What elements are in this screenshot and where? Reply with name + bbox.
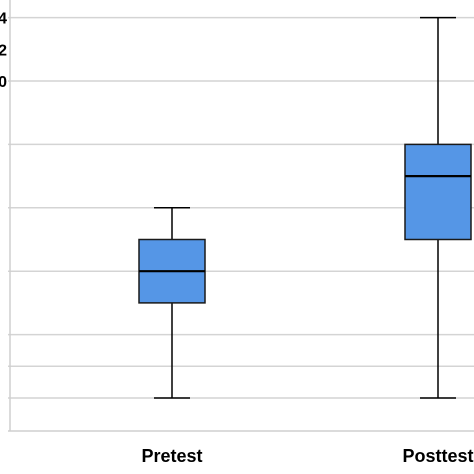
iqr-box	[404, 143, 472, 241]
box-pretest	[138, 207, 206, 399]
y-tick-label: 4	[0, 11, 7, 28]
x-category-label: Posttest	[402, 446, 473, 466]
y-tick-label: 0	[0, 74, 7, 91]
x-category-label: Pretest	[141, 446, 202, 466]
y-axis-tick-labels: 4 2 0	[0, 11, 7, 91]
box-posttest	[404, 16, 472, 399]
boxes	[138, 16, 472, 399]
y-tick-label: 2	[0, 42, 7, 59]
gridlines	[8, 16, 474, 399]
x-axis-category-labels: Pretest Posttest	[141, 446, 473, 466]
